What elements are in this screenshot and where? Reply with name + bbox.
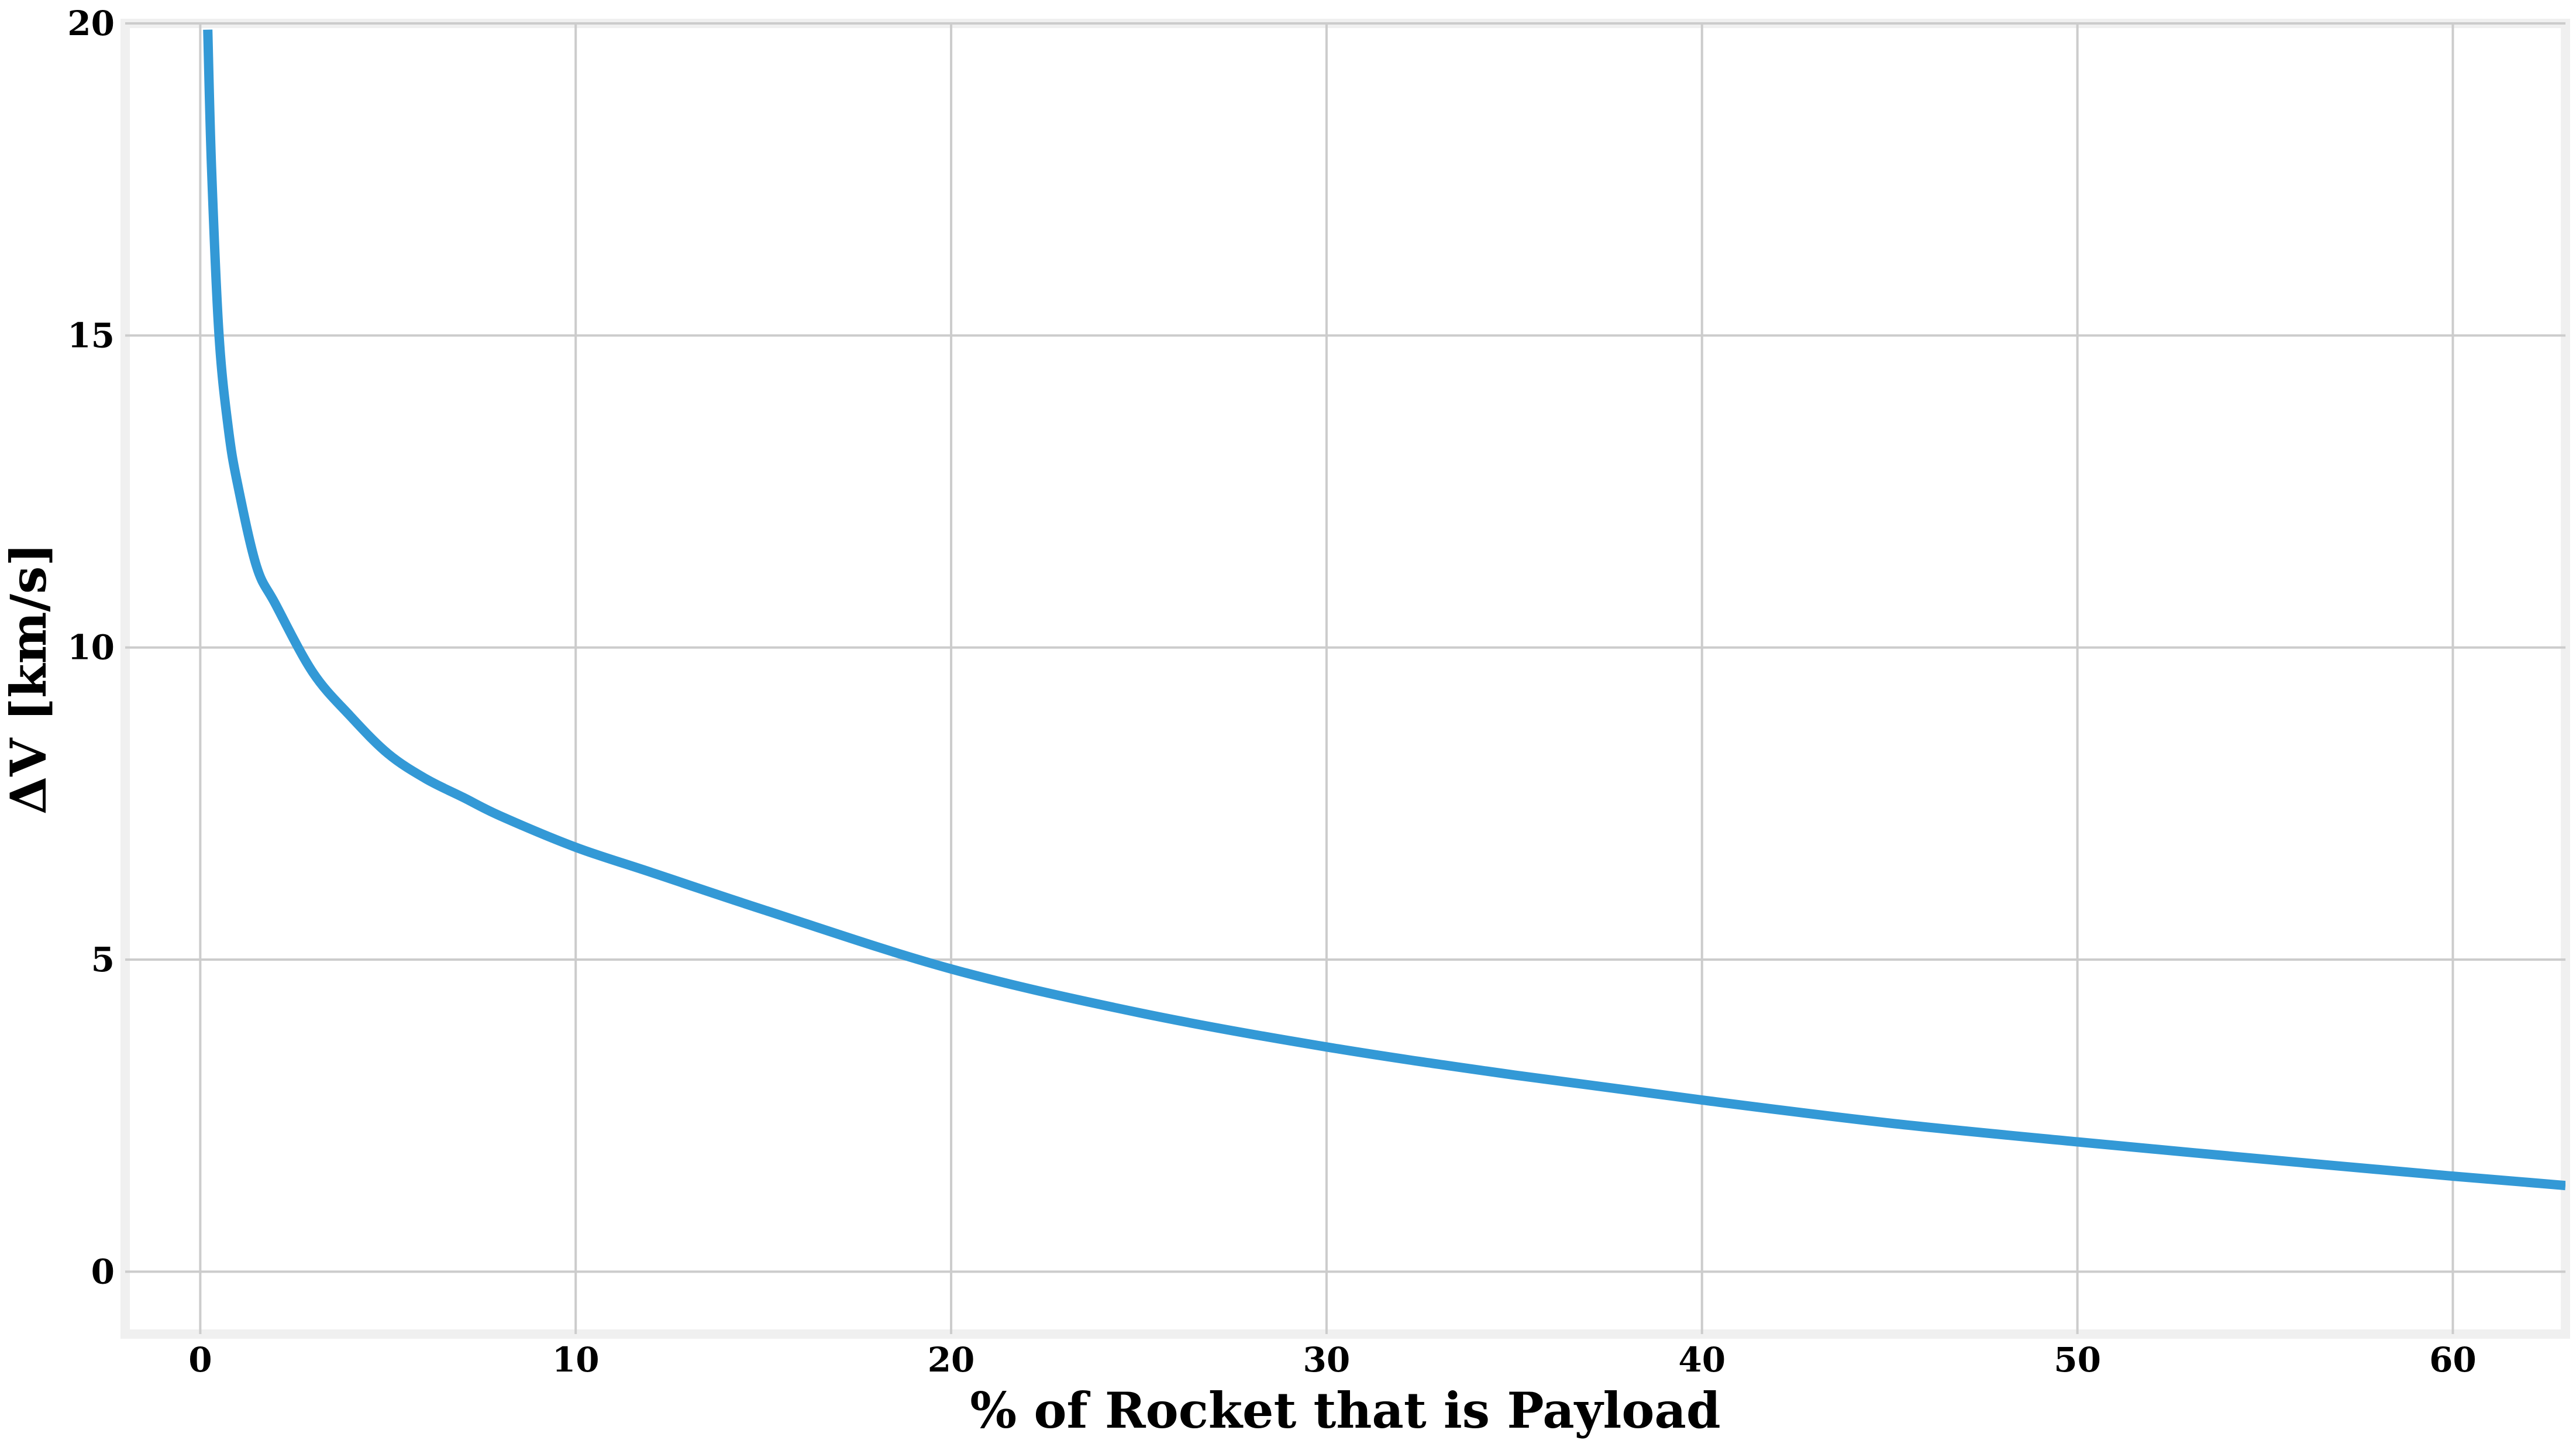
x-tick-label: 0 xyxy=(188,1340,212,1380)
x-tick-label: 50 xyxy=(2054,1340,2101,1380)
y-axis-label: ΔV [km/s] xyxy=(0,543,57,814)
series-line xyxy=(203,29,2565,1191)
y-axis-ticks: 0 5 10 15 20 xyxy=(67,4,115,1291)
x-tick-label: 60 xyxy=(2429,1340,2477,1380)
x-tick-label: 30 xyxy=(1303,1340,1351,1380)
x-tick-label: 20 xyxy=(928,1340,975,1380)
x-axis-label: % of Rocket that is Payload xyxy=(970,1381,1720,1439)
x-tick-label: 40 xyxy=(1678,1340,1726,1380)
x-axis-ticks: 0 10 20 30 40 50 60 xyxy=(188,1340,2477,1380)
grid xyxy=(125,22,2565,1334)
x-tick-label: 10 xyxy=(552,1340,600,1380)
series-layer xyxy=(203,29,2565,1191)
y-tick-label: 0 xyxy=(91,1252,115,1291)
plot-frame xyxy=(120,19,2570,1339)
y-tick-label: 5 xyxy=(91,940,115,979)
y-tick-label: 15 xyxy=(67,315,115,355)
y-tick-label: 20 xyxy=(67,4,115,43)
y-tick-label: 10 xyxy=(67,628,115,668)
